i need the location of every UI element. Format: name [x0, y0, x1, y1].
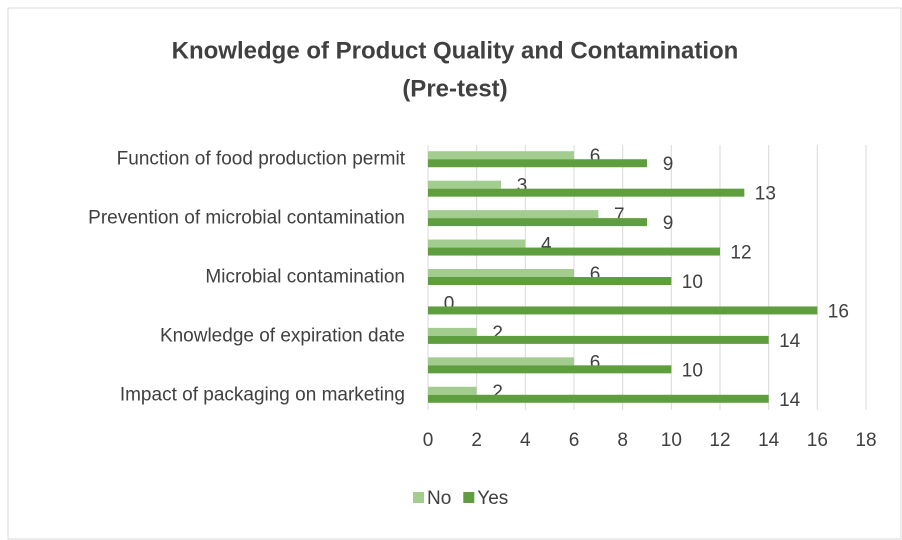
data-label: 13 [755, 184, 776, 205]
data-label: 9 [663, 213, 674, 234]
data-label: 10 [682, 272, 703, 293]
x-tick-label: 10 [661, 430, 682, 451]
data-label: 3 [517, 176, 528, 197]
legend-swatch [413, 492, 424, 503]
bar [428, 180, 501, 189]
chart-title: Knowledge of Product Quality and Contami… [172, 37, 739, 64]
bar [428, 188, 745, 197]
chart-title: (Pre-test) [402, 75, 507, 102]
x-tick-label: 14 [758, 430, 780, 451]
data-label: 10 [682, 360, 703, 381]
data-label: 7 [614, 205, 625, 226]
bar [428, 247, 720, 256]
bar [428, 239, 526, 248]
data-label: 14 [779, 390, 801, 411]
data-label: 2 [492, 382, 503, 403]
data-label: 12 [730, 243, 751, 264]
x-tick-label: 4 [520, 430, 531, 451]
bar [428, 327, 477, 336]
bar [428, 218, 647, 227]
data-label: 14 [779, 331, 801, 352]
y-tick-label: Prevention of microbial contamination [88, 208, 405, 229]
bar [428, 159, 647, 168]
y-tick-label: Function of food production permit [117, 149, 406, 170]
legend-label: Yes [477, 488, 508, 509]
bar [428, 357, 574, 366]
legend-label: No [427, 488, 451, 509]
data-label: 2 [492, 323, 503, 344]
bar [428, 277, 672, 285]
x-tick-label: 6 [569, 430, 580, 451]
data-label: 4 [541, 235, 552, 256]
x-tick-label: 18 [855, 430, 876, 451]
data-label: 6 [590, 352, 601, 373]
x-tick-label: 16 [807, 430, 828, 451]
x-tick-label: 0 [423, 430, 434, 451]
x-tick-label: 8 [617, 430, 628, 451]
bar [428, 386, 477, 395]
bar [428, 151, 574, 160]
data-label: 0 [444, 293, 455, 314]
bar [428, 210, 599, 219]
y-tick-label: Impact of packaging on marketing [120, 384, 405, 405]
data-label: 9 [663, 154, 674, 175]
bar [428, 335, 769, 344]
bar [428, 269, 574, 277]
legend-swatch [463, 492, 475, 503]
bar [428, 306, 818, 315]
x-tick-label: 2 [471, 430, 482, 451]
data-label: 16 [828, 301, 849, 322]
bar [428, 394, 769, 403]
bar [428, 365, 672, 374]
y-tick-label: Knowledge of expiration date [160, 325, 405, 346]
data-label: 6 [590, 264, 601, 285]
y-tick-label: Microbial contamination [205, 267, 405, 288]
data-label: 6 [590, 146, 601, 167]
x-tick-label: 12 [709, 430, 730, 451]
